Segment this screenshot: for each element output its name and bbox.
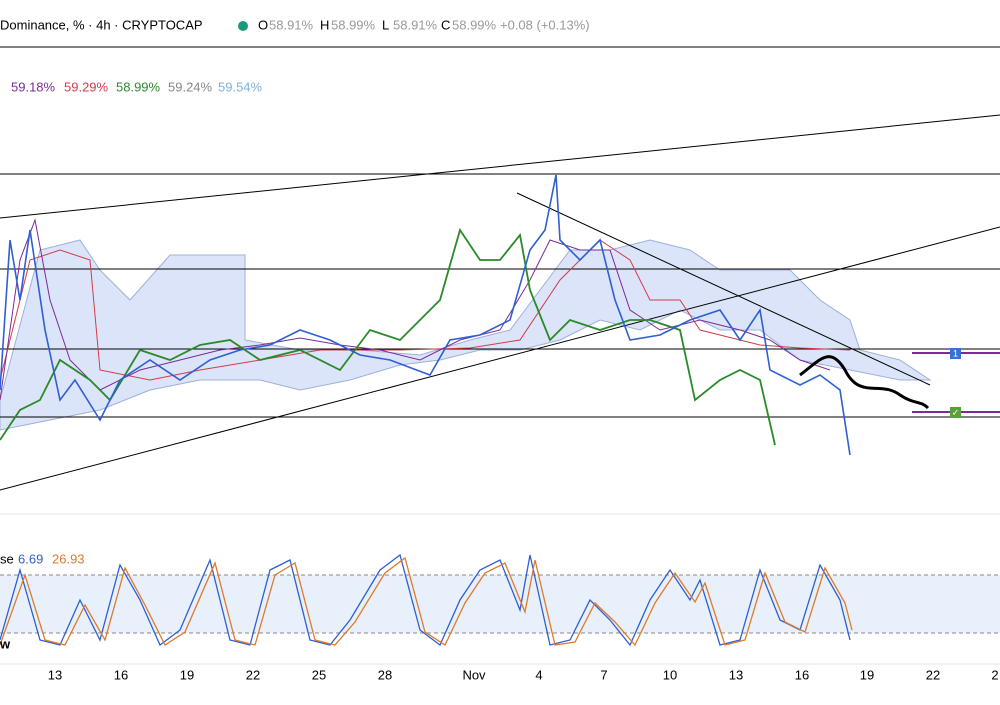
- x-axis-label: 10: [663, 667, 677, 682]
- x-axis-label: 16: [795, 667, 809, 682]
- marker-label: 1: [953, 348, 958, 358]
- marker-label: ✓: [952, 407, 960, 417]
- indicator-value: 59.29%: [64, 79, 109, 94]
- ohlc-value: 58.91%: [269, 17, 314, 32]
- x-axis-label: 19: [180, 667, 194, 682]
- x-axis-label: Nov: [462, 667, 486, 682]
- status-dot: [238, 21, 248, 31]
- oscillator-value: 6.69: [18, 551, 43, 566]
- marker-box: [950, 407, 961, 418]
- indicator-value: 59.24%: [168, 79, 213, 94]
- x-axis-label: 19: [860, 667, 874, 682]
- indicator-value: 59.18%: [11, 79, 56, 94]
- marker-box: [950, 348, 961, 359]
- ohlc-label: C: [441, 17, 450, 32]
- x-axis-label: 13: [48, 667, 62, 682]
- corner-label: w: [0, 636, 11, 651]
- x-axis-label: 13: [729, 667, 743, 682]
- x-axis-label: 2: [991, 667, 998, 682]
- ohlc-value: 58.99%: [331, 17, 376, 32]
- ohlc: O 58.91% H 58.99% L 58.91% C 58.99% +0.08 (+0.13…: [258, 17, 590, 32]
- ohlc-label: L: [382, 17, 389, 32]
- x-axis-label: 25: [312, 667, 326, 682]
- indicator-value: 59.54%: [218, 79, 263, 94]
- oscillator-value: 26.93: [52, 551, 85, 566]
- x-axis-label: 7: [600, 667, 607, 682]
- chart-lines: [0, 46, 1000, 647]
- x-axis-label: 28: [378, 667, 392, 682]
- x-axis-label: 16: [114, 667, 128, 682]
- ohlc-change: +0.08 (+0.13%): [500, 17, 590, 32]
- x-axis-label: 4: [535, 667, 542, 682]
- ohlc-value: 58.91%: [393, 17, 438, 32]
- ohlc-value: 58.99%: [452, 17, 497, 32]
- ohlc-label: H: [320, 17, 329, 32]
- x-axis-label: 22: [926, 667, 940, 682]
- x-axis-label: 22: [246, 667, 260, 682]
- indicator-value: 58.99%: [116, 79, 161, 94]
- oscillator-name: se: [0, 551, 14, 566]
- x-axis: 13 16 19 22 25 28 Nov 4 7 10 13 16 19 22 2: [48, 667, 999, 682]
- ohlc-label: O: [258, 17, 268, 32]
- chart-title: Dominance, % · 4h · CRYPTOCAP: [0, 17, 203, 32]
